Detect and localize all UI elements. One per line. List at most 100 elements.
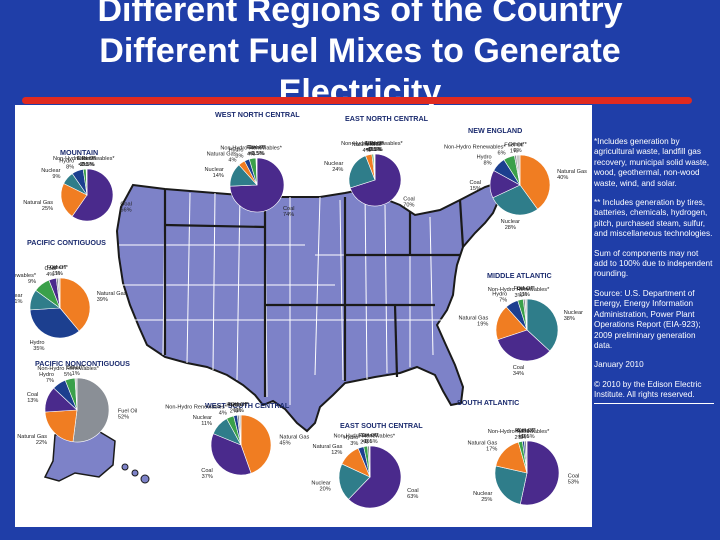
slice-label: Fuel Oil 1% — [228, 402, 247, 414]
region-title: MIDDLE ATLANTIC — [487, 271, 552, 280]
title-line-3: Electricity — [278, 73, 442, 111]
slice-label: Natural Gas 19% — [458, 316, 488, 328]
region-title: PACIFIC NONCONTIGUOUS — [35, 359, 130, 368]
slice-label: Non-Hydro Renewables*9% — [15, 273, 37, 285]
region-title: WEST SOUTH CENTRAL — [205, 401, 290, 410]
slice-label: Coal 70% — [403, 197, 415, 209]
slice-label: Hydro 35% — [30, 340, 45, 352]
fuel-mix-pies: MOUNTAIN Coal 66% Natural Gas 25% Nuclear 9% Hy… — [15, 110, 587, 509]
map-svg: MOUNTAIN Coal 66% Natural Gas 25% Nuclear 9% Hy… — [15, 110, 587, 509]
slice-label: Natural Gas 45% — [279, 434, 309, 446]
pie-slice-natural-gas — [240, 414, 272, 474]
slice-label: Nuclear 38% — [564, 310, 583, 322]
note-date: January 2010 — [594, 360, 644, 370]
contiguous-us-shape — [115, 181, 502, 433]
slice-label: Non-Hydro Renewables* 2% — [334, 433, 396, 445]
pie-pacific-contiguous: PACIFIC CONTIGUOUS Natural Gas 39% Hydro 35%… — [15, 238, 127, 352]
us-region-map — [43, 181, 502, 484]
slice-label: Fuel Oil 52% — [118, 409, 137, 421]
slice-label: Coal 4% — [45, 266, 57, 278]
hawaii-shape — [121, 463, 150, 484]
slice-label: Natural Gas 4% — [207, 151, 237, 163]
slice-label: Coal 13% — [27, 392, 39, 404]
slice-label: Fuel Oil <0.5% — [364, 141, 383, 153]
region-title: WEST NORTH CENTRAL — [215, 110, 300, 119]
pie-slice-other — [515, 154, 521, 186]
slice-label: Coal 63% — [407, 488, 419, 500]
note-other: ** Includes generation by tires, batteri… — [594, 198, 713, 239]
note-non-hydro-renewables: *Includes generation by agricultural was… — [594, 137, 709, 188]
alaska-shape — [43, 428, 116, 482]
slice-label: Natural Gas 22% — [17, 434, 47, 446]
slice-label: Nuclear 25% — [473, 491, 492, 503]
slice-label: Non-Hydro Renewables* 1% — [341, 141, 403, 153]
pie-slice-coal — [497, 329, 551, 362]
region-title: NEW ENGLAND — [468, 126, 522, 135]
note-rounding: Sum of components may not add to 100% du… — [594, 248, 713, 279]
region-borders — [163, 189, 465, 397]
slice-label: Fuel Oil <0.5% — [76, 156, 95, 168]
slice-label: Hydro 2% — [226, 403, 241, 415]
slice-label: Other** <0.5% — [78, 156, 97, 168]
slice-label: Natural Gas 4% — [352, 142, 382, 154]
slice-label: Nuclear 14% — [205, 167, 224, 179]
pie-south-atlantic: SOUTH ATLANTIC Coal 53% Nuclear 25% Natural G… — [457, 398, 579, 506]
pie-slice-other — [57, 277, 61, 309]
slice-label: Hydro 8% — [477, 154, 492, 166]
slice-label: Non-Hydro Renewables* 4% — [220, 146, 282, 158]
pie-slice-other — [369, 445, 371, 478]
slice-label: Other** 1% — [517, 286, 536, 298]
region-title: SOUTH ATLANTIC — [457, 398, 519, 407]
us-fuel-mix-map: MOUNTAIN Coal 66% Natural Gas 25% Nuclear 9% Hy… — [15, 105, 592, 527]
pie-slice-coal — [71, 168, 114, 222]
slice-label: Nuclear 9% — [41, 168, 60, 180]
slice-label: Non-Hydro Renewables* 4% — [165, 405, 227, 417]
note-source: Source: U.S. Department of Energy, Energ… — [594, 288, 701, 350]
slice-label: Coal 37% — [201, 468, 213, 480]
title-line-2: Different Fuel Mixes to Generate — [99, 32, 621, 70]
slice-label: Fuel Oil 1% — [358, 433, 377, 445]
slice-label: Other** <0.5% — [366, 141, 385, 153]
region-title: EAST SOUTH CENTRAL — [340, 421, 423, 430]
pie-new-england: NEW ENGLAND Natural Gas 40% Nuclear 28% Coal 1… — [444, 126, 587, 231]
pie-middle-atlantic: MIDDLE ATLANTIC Nuclear 38% Coal 34% Natural … — [458, 271, 583, 377]
slice-label: Fuel Oil <0.5% — [246, 145, 265, 157]
pie-slice-nuclear — [526, 298, 559, 352]
title-line-1: Different Regions of the Country — [97, 0, 623, 29]
slice-label: Fuel Oil 1% — [47, 265, 66, 277]
slice-label: Non-Hydro Renewables* 2% — [53, 156, 115, 168]
pie-slice-hydro — [29, 307, 80, 339]
pie-slice-other — [238, 414, 242, 446]
slice-label: Natural Gas 40% — [557, 169, 587, 181]
slice-label: Natural Gas 25% — [23, 200, 53, 212]
pie-east-north-central: EAST NORTH CENTRAL Coal 70% Nuclear 24% Natur… — [324, 114, 429, 209]
slice-label: Other** <0.5% — [517, 428, 536, 440]
pie-slice-other — [524, 298, 528, 331]
side-notes: *Includes generation by agricultural was… — [594, 137, 714, 413]
pie-slice-natural-gas — [44, 409, 78, 443]
slice-label: Natural Gas 12% — [313, 444, 343, 456]
slice-label: Nuclear 28% — [501, 219, 520, 231]
title-underline — [22, 97, 692, 104]
slice-label: Coal 66% — [120, 202, 132, 214]
pie-slice-coal — [349, 153, 402, 207]
pie-west-south-central: WEST SOUTH CENTRAL Natural Gas 45% Coal 37% N… — [165, 401, 309, 480]
pie-slice-nuclear — [492, 184, 539, 216]
slice-label: Hydro 7% — [39, 372, 54, 384]
region-title: PACIFIC CONTIGUOUS — [27, 238, 106, 247]
slice-label: Other** 2% — [508, 142, 527, 154]
slice-label: Natural Gas 39% — [97, 291, 127, 303]
slice-label: Non-Hydro Renewables* 2% — [488, 429, 550, 441]
slice-label: Fuel Oil 1% — [515, 428, 534, 440]
pie-slice-coal — [348, 445, 402, 509]
slice-label: Non-Hydro Renewables* 5% — [37, 366, 99, 378]
slice-label: Non-Hydro Renewables* 3% — [488, 287, 550, 299]
pie-slice-natural-gas — [59, 277, 91, 332]
pie-slice-coal — [519, 440, 560, 506]
slice-label: Coal 74% — [283, 206, 295, 218]
slice-label: Hydro 7% — [492, 291, 507, 303]
region-title: MOUNTAIN — [60, 148, 98, 157]
slice-label: Coal 15% — [469, 180, 481, 192]
slice-label: Nuclear 24% — [324, 161, 343, 173]
